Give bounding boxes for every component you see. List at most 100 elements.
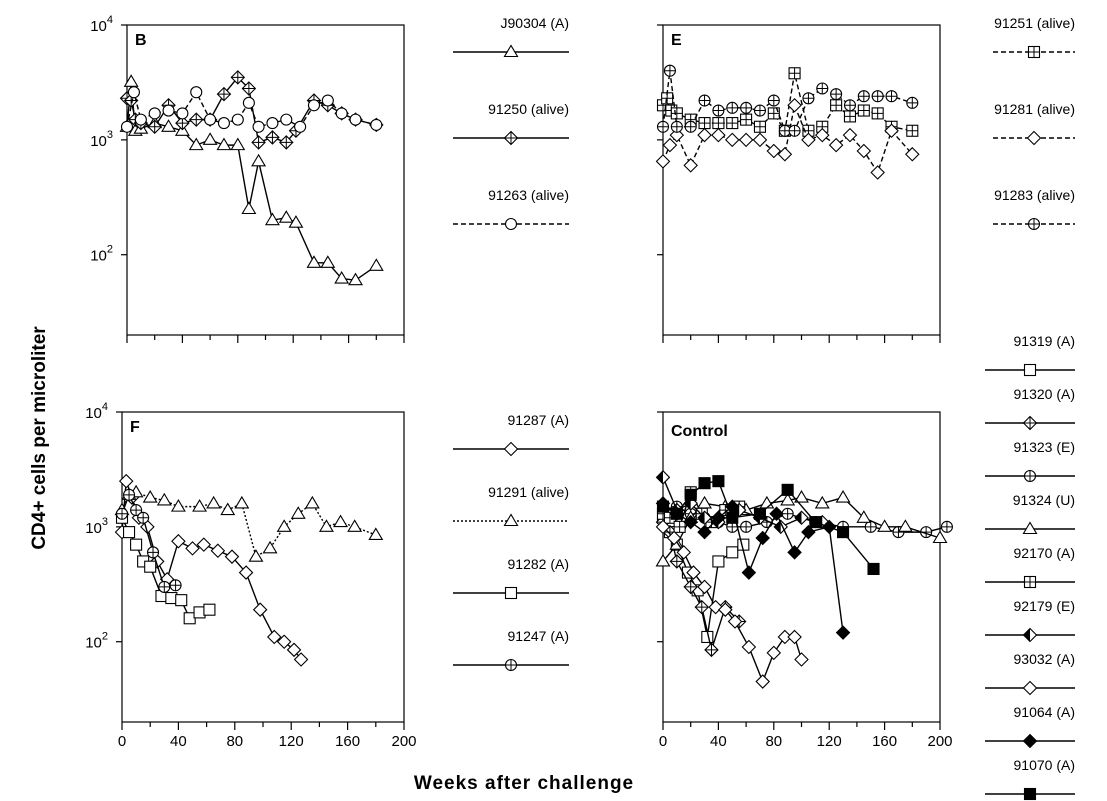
data-point [185,541,200,556]
legend-marker [1022,733,1038,749]
legend-entry: J90304 (A) [453,15,569,58]
data-point [241,201,257,215]
data-point [276,519,292,532]
data-point [697,127,712,143]
plot-frame [121,411,405,723]
data-point [857,104,870,117]
data-point [843,110,857,123]
data-point [726,117,739,130]
y-tick-label: 102 [85,631,108,652]
data-point [162,104,175,117]
legend-marker [1023,363,1037,377]
legend-label: 91324 (U) [1013,492,1075,508]
data-point [794,652,809,667]
data-point [290,506,306,519]
data-point [684,120,697,133]
x-tick-label: 40 [710,733,727,750]
data-point [120,120,134,133]
legend-label: 91250 (alive) [488,101,569,117]
data-point [656,500,670,513]
x-tick-label: 200 [391,733,416,750]
data-point [843,99,857,112]
data-point [697,579,712,595]
data-point [662,137,678,153]
data-point [262,540,278,554]
data-point [740,520,753,533]
data-point [192,499,208,512]
x-tick-label: 80 [765,733,782,750]
y-tick-label: 103 [90,129,113,150]
data-point [264,212,280,226]
data-point [788,67,801,80]
y-tick-label: 104 [85,401,108,422]
data-point [220,502,236,516]
legend-label: 91283 (alive) [994,187,1075,203]
legend-marker [1027,217,1041,231]
data-point [188,112,204,127]
data-point [115,507,129,520]
legend-marker [503,130,519,146]
data-point [828,137,844,153]
data-point [655,470,671,485]
legend-label: 93032 (A) [1014,651,1075,667]
data-point [741,565,757,580]
data-point [787,545,802,560]
data-point [368,258,384,271]
series-91281 [655,98,920,180]
data-point [137,511,150,524]
data-point [123,488,136,501]
legend-marker [1022,680,1038,696]
legend-marker [1023,469,1037,483]
data-point [348,272,363,286]
legend-entry: 91323 (E) [985,439,1075,483]
x-tick-label: 40 [170,733,187,750]
data-point [294,120,307,133]
data-point [286,642,302,658]
legend-entry: 91064 (A) [985,704,1075,749]
data-point [234,495,250,509]
data-point [306,255,322,268]
y-tick-label: 102 [90,244,113,265]
data-point [321,94,334,107]
data-point [906,124,919,137]
data-point [370,118,383,131]
data-point [801,132,816,148]
data-point [697,495,713,509]
legend-entry: 91247 (A) [453,628,569,672]
data-point [740,113,753,126]
legend-marker [503,513,519,527]
data-point [368,527,384,541]
x-axis-title: Weeks after challenge [414,773,634,794]
data-point [794,489,809,503]
data-point [836,526,850,539]
data-point [175,594,188,607]
data-point [769,506,784,522]
data-point [753,104,767,117]
legend-marker [504,658,518,672]
data-point [230,70,246,85]
legend-entry: 91320 (A) [985,386,1075,431]
data-point [704,642,719,658]
x-tick-label: 160 [872,733,897,750]
data-point [130,538,143,551]
data-point [238,565,254,580]
data-point [670,120,683,133]
legend-entry: 91283 (alive) [993,187,1075,231]
legend-label: 91287 (A) [508,412,569,428]
data-point [147,119,162,135]
x-tick-label: 0 [118,733,126,750]
legend-marker [503,44,519,58]
data-point [712,104,725,117]
legend-label: 91319 (A) [1014,333,1075,349]
data-point [683,514,698,530]
data-point [224,549,240,564]
legend-label: 92170 (A) [1014,545,1075,561]
legend-entry: 93032 (A) [985,651,1075,696]
plot-frame [126,24,405,336]
data-point [718,602,733,617]
data-point [190,86,203,99]
data-point [251,153,267,167]
legend-marker [504,217,518,231]
legend-label: 91070 (A) [1014,757,1075,773]
data-point [349,113,362,126]
